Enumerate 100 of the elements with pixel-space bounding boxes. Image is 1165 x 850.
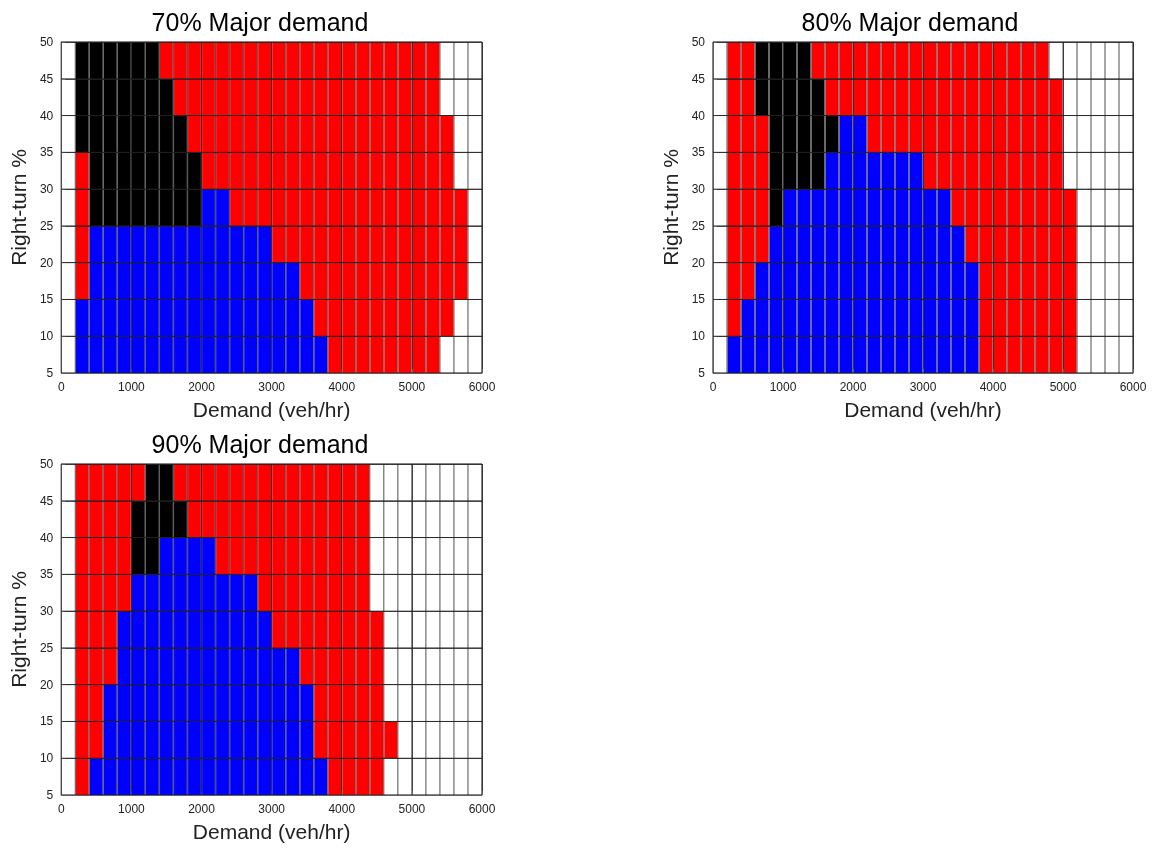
bar [1049, 78, 1063, 373]
y-tick-label: 45 [39, 71, 54, 86]
bar [965, 262, 979, 373]
y-axis-title: Right-turn % [7, 571, 30, 688]
bar [797, 42, 811, 190]
y-tick-label: 35 [39, 567, 54, 582]
x-axis-title: Demand (veh/hr) [192, 820, 351, 843]
bar [811, 78, 825, 190]
x-tick-label: 4000 [328, 802, 356, 816]
chart-title: 80% Major demand [801, 7, 1019, 36]
bar [881, 152, 895, 373]
bar [895, 42, 909, 153]
bar [881, 42, 895, 153]
x-tick-label: 4000 [979, 380, 1007, 394]
bar [937, 42, 951, 190]
x-tick-label: 1000 [118, 802, 146, 816]
chart-title: 90% Major demand [151, 429, 369, 458]
y-tick-label: 50 [691, 35, 706, 49]
bar [1021, 42, 1035, 373]
bar [979, 42, 993, 373]
bar [951, 42, 965, 226]
y-tick-label: 35 [691, 145, 706, 160]
x-tick-label: 5000 [398, 802, 426, 816]
x-tick-label: 2000 [839, 380, 867, 394]
y-tick-label: 30 [39, 604, 54, 619]
bar [937, 189, 951, 373]
bar [923, 189, 937, 373]
chart-title: 70% Major demand [151, 7, 369, 36]
y-tick-label: 25 [39, 218, 54, 233]
y-tick-label: 15 [39, 292, 54, 307]
x-tick-label: 4000 [328, 380, 356, 394]
bar [923, 42, 937, 190]
bar [993, 42, 1007, 373]
bar [454, 189, 468, 300]
x-tick-label: 6000 [1119, 380, 1147, 394]
y-tick-label: 30 [691, 182, 706, 197]
x-axis-title: Demand (veh/hr) [192, 398, 351, 421]
y-tick-label: 45 [691, 71, 706, 86]
bar [75, 152, 89, 300]
y-tick-label: 20 [39, 677, 54, 692]
bar [965, 42, 979, 263]
bar [1063, 189, 1077, 373]
y-tick-label: 15 [691, 292, 706, 307]
bar [741, 42, 755, 300]
y-tick-label: 50 [39, 457, 54, 471]
bar [867, 42, 881, 153]
bar [1007, 42, 1021, 373]
y-tick-label: 40 [691, 108, 706, 123]
bar [769, 225, 783, 373]
bar [440, 115, 454, 337]
y-tick-label: 25 [39, 640, 54, 655]
x-tick-label: 3000 [258, 380, 286, 394]
bar [741, 299, 755, 373]
y-tick-label: 5 [698, 366, 706, 380]
x-tick-label: 2000 [188, 380, 216, 394]
y-tick-label: 35 [39, 145, 54, 160]
bar [426, 42, 440, 373]
y-tick-label: 50 [39, 35, 54, 49]
y-tick-label: 20 [39, 255, 54, 270]
bar [797, 189, 811, 373]
y-tick-label: 45 [39, 493, 54, 508]
x-tick-label: 5000 [1049, 380, 1077, 394]
x-tick-label: 1000 [769, 380, 797, 394]
x-tick-label: 0 [57, 802, 65, 816]
x-tick-label: 0 [709, 380, 717, 394]
y-tick-label: 10 [39, 751, 54, 766]
y-tick-label: 25 [691, 218, 706, 233]
y-tick-label: 40 [39, 108, 54, 123]
y-axis-title: Right-turn % [7, 149, 30, 266]
x-tick-label: 0 [57, 380, 65, 394]
x-axis-title: Demand (veh/hr) [844, 398, 1002, 421]
bar [839, 115, 853, 373]
bar [1035, 42, 1049, 373]
bar [755, 115, 769, 263]
y-tick-label: 5 [46, 366, 54, 380]
x-tick-label: 2000 [188, 802, 216, 816]
y-tick-label: 10 [39, 329, 54, 344]
bar [825, 115, 839, 153]
bar [909, 152, 923, 373]
bar [825, 152, 839, 373]
bar [867, 152, 881, 373]
x-tick-label: 1000 [118, 380, 146, 394]
bar [853, 115, 867, 373]
y-tick-label: 10 [691, 329, 706, 344]
y-tick-label: 15 [39, 714, 54, 729]
y-tick-label: 20 [691, 255, 706, 270]
bar [951, 225, 965, 373]
bar [783, 189, 797, 373]
y-tick-label: 40 [39, 530, 54, 545]
bar [895, 152, 909, 373]
bar [727, 42, 741, 337]
x-tick-label: 6000 [468, 380, 496, 394]
y-tick-label: 5 [46, 788, 54, 802]
y-tick-label: 30 [39, 182, 54, 197]
bar [909, 42, 923, 153]
bar [755, 262, 769, 373]
x-tick-label: 5000 [398, 380, 426, 394]
x-tick-label: 6000 [468, 802, 496, 816]
bar [769, 42, 783, 226]
bar [783, 42, 797, 190]
